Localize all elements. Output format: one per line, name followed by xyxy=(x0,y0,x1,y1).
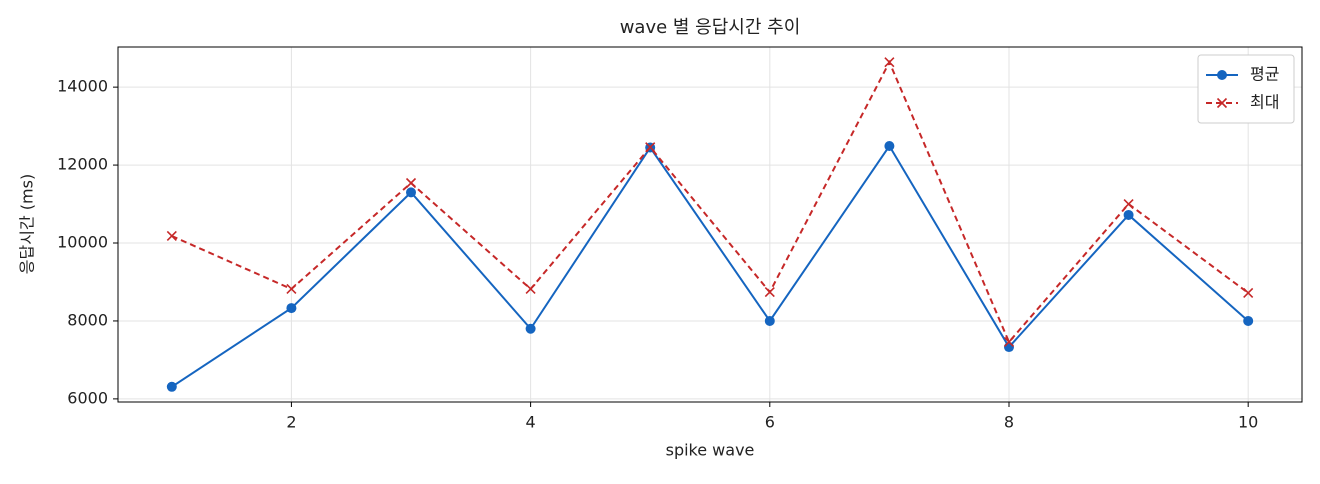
x-tick-label: 10 xyxy=(1238,413,1258,432)
point xyxy=(406,187,417,198)
point xyxy=(1123,209,1134,220)
point xyxy=(1243,287,1254,298)
point xyxy=(764,315,775,326)
point xyxy=(1243,315,1254,326)
point xyxy=(166,381,177,392)
y-tick-label: 14000 xyxy=(57,77,108,96)
x-tick-label: 4 xyxy=(526,413,536,432)
point xyxy=(166,230,177,242)
point xyxy=(1123,198,1134,210)
point xyxy=(286,283,297,295)
legend-box xyxy=(1197,54,1295,124)
x-axis-label: spike wave xyxy=(666,441,755,460)
point xyxy=(1003,336,1015,348)
series-line xyxy=(171,59,1249,344)
y-tick-label: 10000 xyxy=(57,233,108,252)
y-axis-label: 응답시간 (ms) xyxy=(18,174,37,274)
point xyxy=(286,303,297,314)
point xyxy=(1003,342,1014,353)
legend-marker xyxy=(1216,97,1228,109)
point xyxy=(525,323,536,334)
y-tick-label: 6000 xyxy=(67,388,108,407)
series-line xyxy=(171,144,1249,388)
legend-marker xyxy=(1217,70,1227,80)
x-tick-label: 6 xyxy=(765,413,775,432)
point xyxy=(645,142,656,153)
point xyxy=(884,140,895,151)
point xyxy=(884,57,895,68)
point xyxy=(405,177,417,189)
y-tick-label: 12000 xyxy=(57,155,108,174)
x-tick-label: 2 xyxy=(286,413,296,432)
chart-title: wave 별 응답시간 추이 xyxy=(620,17,801,38)
legend-label: 평균 xyxy=(1250,65,1279,84)
point xyxy=(525,283,536,295)
y-tick-label: 8000 xyxy=(67,310,108,329)
point xyxy=(764,287,775,298)
legend-label: 최대 xyxy=(1250,93,1279,112)
x-tick-label: 8 xyxy=(1004,413,1014,432)
plot-frame xyxy=(117,46,1303,403)
